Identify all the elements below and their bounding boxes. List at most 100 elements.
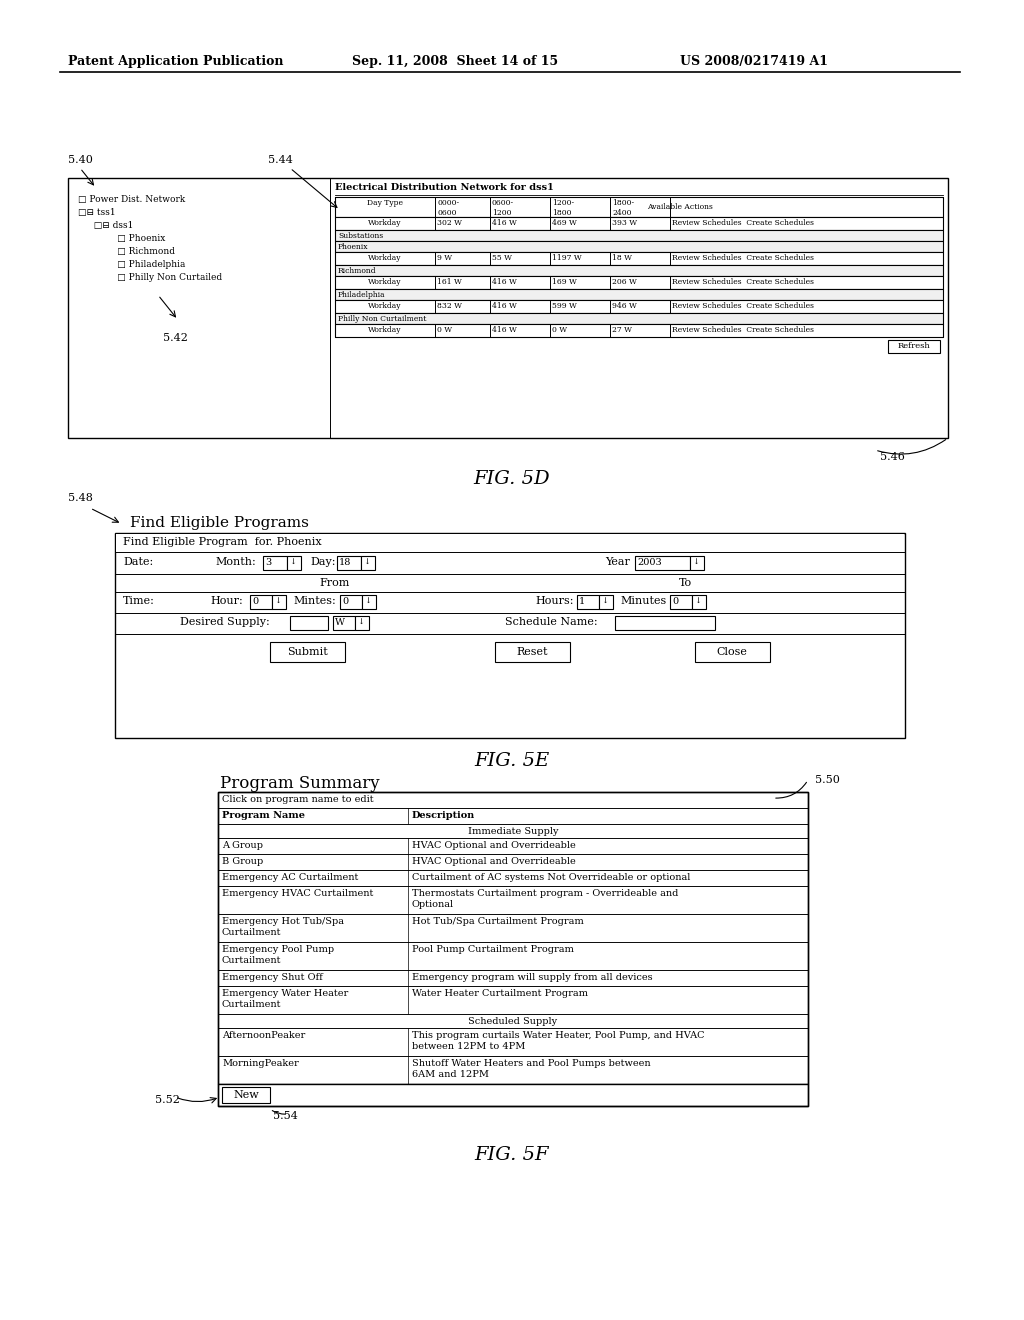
Text: Day Type: Day Type bbox=[367, 199, 403, 207]
Text: Thermostats Curtailment program - Overrideable and
Optional: Thermostats Curtailment program - Overri… bbox=[412, 888, 678, 909]
Text: Hour:: Hour: bbox=[210, 597, 243, 606]
Text: 599 W: 599 W bbox=[552, 302, 577, 310]
Text: MorningPeaker: MorningPeaker bbox=[222, 1059, 299, 1068]
Text: Workday: Workday bbox=[369, 219, 401, 227]
Text: 5.42: 5.42 bbox=[163, 333, 187, 343]
Text: Description: Description bbox=[412, 810, 475, 820]
Text: US 2008/0217419 A1: US 2008/0217419 A1 bbox=[680, 55, 828, 69]
Text: To: To bbox=[679, 578, 691, 587]
Text: ↓: ↓ bbox=[289, 558, 296, 566]
Text: Phoenix: Phoenix bbox=[338, 243, 369, 251]
Text: 0: 0 bbox=[672, 597, 678, 606]
Text: Desired Supply:: Desired Supply: bbox=[180, 616, 269, 627]
Text: □⊟ tss1: □⊟ tss1 bbox=[78, 209, 116, 216]
Text: Electrical Distribution Network for dss1: Electrical Distribution Network for dss1 bbox=[335, 183, 554, 191]
Text: ↓: ↓ bbox=[364, 597, 371, 605]
Bar bbox=[355, 616, 369, 630]
Bar bbox=[218, 1028, 808, 1056]
Text: Review Schedules  Create Schedules: Review Schedules Create Schedules bbox=[672, 219, 814, 227]
Bar bbox=[615, 616, 715, 630]
Text: 5.40: 5.40 bbox=[68, 154, 93, 165]
Bar bbox=[335, 265, 943, 276]
Text: 302 W: 302 W bbox=[437, 219, 462, 227]
Text: Program Name: Program Name bbox=[222, 810, 305, 820]
Text: 5.50: 5.50 bbox=[815, 775, 840, 785]
Bar bbox=[218, 986, 808, 1014]
Text: Find Eligible Program  for. Phoenix: Find Eligible Program for. Phoenix bbox=[123, 537, 322, 546]
Bar bbox=[218, 1056, 808, 1084]
Text: 5.54: 5.54 bbox=[273, 1111, 298, 1121]
Text: 416 W: 416 W bbox=[492, 326, 517, 334]
Text: Sep. 11, 2008  Sheet 14 of 15: Sep. 11, 2008 Sheet 14 of 15 bbox=[352, 55, 558, 69]
Text: Emergency program will supply from all devices: Emergency program will supply from all d… bbox=[412, 973, 652, 982]
Text: Available Actions: Available Actions bbox=[647, 203, 713, 211]
Bar bbox=[495, 642, 570, 663]
Text: Review Schedules  Create Schedules: Review Schedules Create Schedules bbox=[672, 279, 814, 286]
Text: 0 W: 0 W bbox=[437, 326, 453, 334]
Bar bbox=[218, 792, 808, 1084]
Text: □ Philadelphia: □ Philadelphia bbox=[100, 260, 185, 269]
Text: □ Power Dist. Network: □ Power Dist. Network bbox=[78, 195, 185, 205]
Text: ↓: ↓ bbox=[274, 597, 281, 605]
Text: W: W bbox=[335, 618, 345, 627]
Bar bbox=[218, 792, 808, 1106]
Text: Emergency Shut Off: Emergency Shut Off bbox=[222, 973, 323, 982]
Text: 5.44: 5.44 bbox=[268, 154, 293, 165]
Bar bbox=[290, 616, 328, 630]
Bar bbox=[635, 556, 690, 570]
Text: ↓: ↓ bbox=[362, 558, 370, 566]
Bar bbox=[218, 870, 808, 886]
Text: 832 W: 832 W bbox=[437, 302, 462, 310]
Text: 1197 W: 1197 W bbox=[552, 253, 582, 261]
Bar bbox=[263, 556, 287, 570]
Text: Find Eligible Programs: Find Eligible Programs bbox=[130, 516, 309, 531]
Text: 206 W: 206 W bbox=[612, 279, 637, 286]
Bar bbox=[218, 824, 808, 838]
Bar bbox=[218, 854, 808, 870]
Text: Emergency Pool Pump
Curtailment: Emergency Pool Pump Curtailment bbox=[222, 945, 334, 965]
Bar bbox=[222, 1086, 270, 1104]
Text: Richmond: Richmond bbox=[338, 267, 377, 275]
Bar bbox=[690, 556, 705, 570]
Text: Water Heater Curtailment Program: Water Heater Curtailment Program bbox=[412, 989, 588, 998]
Text: Review Schedules  Create Schedules: Review Schedules Create Schedules bbox=[672, 326, 814, 334]
Text: Scheduled Supply: Scheduled Supply bbox=[468, 1016, 557, 1026]
Text: 416 W: 416 W bbox=[492, 302, 517, 310]
Bar bbox=[335, 276, 943, 289]
Text: HVAC Optional and Overrideable: HVAC Optional and Overrideable bbox=[412, 857, 575, 866]
Text: Program Summary: Program Summary bbox=[220, 775, 380, 792]
Text: 9 W: 9 W bbox=[437, 253, 453, 261]
Text: 0 W: 0 W bbox=[552, 326, 567, 334]
Text: ↓: ↓ bbox=[692, 558, 699, 566]
Text: 0: 0 bbox=[342, 597, 348, 606]
Text: Pool Pump Curtailment Program: Pool Pump Curtailment Program bbox=[412, 945, 573, 954]
Text: 161 W: 161 W bbox=[437, 279, 462, 286]
Text: Click on program name to edit: Click on program name to edit bbox=[222, 795, 374, 804]
Text: 946 W: 946 W bbox=[612, 302, 637, 310]
Bar bbox=[335, 230, 943, 242]
Bar bbox=[599, 595, 613, 609]
Text: Hot Tub/Spa Curtailment Program: Hot Tub/Spa Curtailment Program bbox=[412, 917, 584, 927]
Text: Close: Close bbox=[717, 647, 748, 657]
Text: ↓: ↓ bbox=[357, 618, 364, 626]
Text: 0000-
0600: 0000- 0600 bbox=[437, 199, 459, 216]
Bar bbox=[218, 792, 808, 808]
Text: Mintes:: Mintes: bbox=[293, 597, 336, 606]
Text: 5.46: 5.46 bbox=[880, 451, 905, 462]
Text: Year: Year bbox=[605, 557, 630, 568]
Bar bbox=[577, 595, 599, 609]
Text: Workday: Workday bbox=[369, 302, 401, 310]
Bar bbox=[218, 1014, 808, 1028]
Text: ↓: ↓ bbox=[601, 597, 608, 605]
Text: ↓: ↓ bbox=[694, 597, 701, 605]
Text: Day:: Day: bbox=[310, 557, 336, 568]
Bar bbox=[333, 616, 355, 630]
Bar bbox=[68, 178, 948, 438]
Text: Philly Non Curtailment: Philly Non Curtailment bbox=[338, 315, 426, 323]
Text: □ Richmond: □ Richmond bbox=[100, 247, 175, 256]
Text: Refresh: Refresh bbox=[898, 342, 931, 350]
Text: Emergency Water Heater
Curtailment: Emergency Water Heater Curtailment bbox=[222, 989, 348, 1008]
Bar bbox=[218, 886, 808, 913]
Bar bbox=[361, 556, 375, 570]
Text: 5.48: 5.48 bbox=[68, 492, 93, 503]
